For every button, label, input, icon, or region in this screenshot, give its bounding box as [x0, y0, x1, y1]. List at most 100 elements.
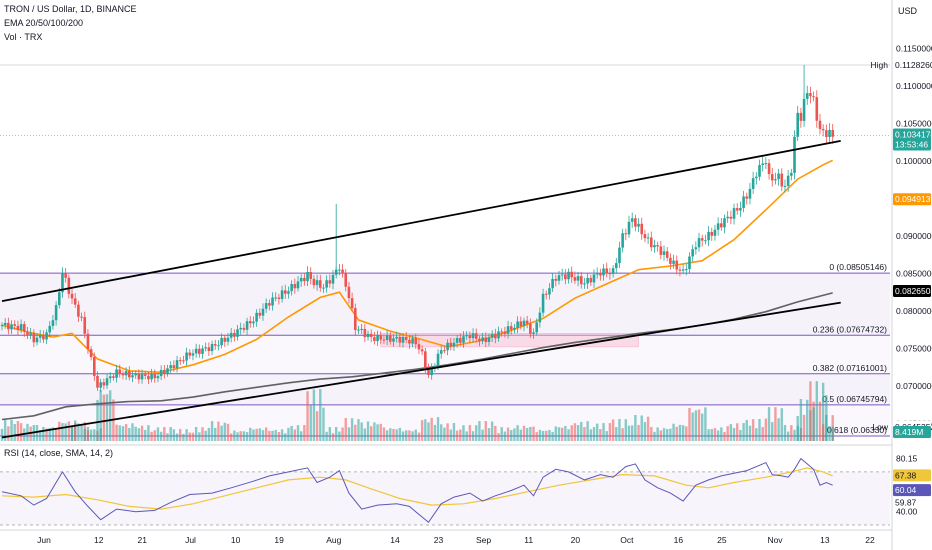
fib-level-label: 0 (0.08505146): [829, 262, 887, 272]
volume-bar: [99, 390, 102, 441]
fibonacci-retracement: 0 (0.08505146) 0.236 (0.07674732) 0.382 (0…: [0, 64, 890, 437]
candle-body: [89, 349, 93, 358]
volume-bar: [35, 425, 39, 441]
candle-body: [637, 223, 640, 227]
volume-legend[interactable]: Vol · TRX: [4, 32, 43, 42]
candle-body: [465, 335, 468, 337]
volume-bar: [169, 427, 172, 441]
fib-level-label: 0.382 (0.07161001): [813, 363, 887, 373]
volume-bar: [16, 420, 20, 441]
candle-body: [748, 188, 752, 199]
volume-bar: [780, 408, 783, 441]
volume-bar: [786, 431, 790, 441]
candle-body: [643, 234, 647, 239]
volume-bar: [309, 405, 312, 441]
volume-bar: [468, 425, 472, 441]
volume-bar: [134, 426, 137, 441]
candle-body: [271, 297, 274, 306]
candle-body: [245, 321, 249, 330]
time-axis-tick: Nov: [767, 535, 783, 545]
volume-bar: [475, 425, 478, 441]
candle-body: [525, 320, 529, 324]
volume-bar: [226, 423, 230, 441]
rsi-legend[interactable]: RSI (14, close, SMA, 14, 2): [4, 448, 114, 458]
volume-bar: [258, 428, 262, 441]
volume-bar: [287, 427, 290, 441]
price-axis-tick: 0.08500000: [896, 268, 932, 278]
volume-bar: [697, 409, 701, 441]
volume-bar: [500, 427, 503, 441]
candle-body: [611, 268, 615, 274]
candle-body: [704, 240, 707, 242]
candle-body: [831, 129, 835, 137]
volume-bar: [742, 423, 745, 441]
ema20-price-tag: 0.09491399: [893, 193, 932, 206]
candle-body: [366, 333, 370, 338]
volume-bar: [315, 411, 319, 441]
candle-body: [621, 233, 624, 248]
candle-body: [662, 251, 666, 255]
volume-bar: [427, 422, 430, 441]
volume-bar: [350, 418, 354, 441]
candle-body: [322, 287, 325, 289]
volume-bar: [503, 431, 507, 441]
volume-bar: [592, 427, 596, 441]
volume-bar: [729, 424, 733, 441]
ema100-price-tag: 0.08265043: [893, 285, 932, 298]
volume-bar: [223, 422, 226, 441]
candle-body: [45, 332, 48, 340]
candle-body: [414, 338, 418, 345]
candle-body: [134, 373, 137, 376]
volume-bar: [214, 427, 217, 441]
volume-bar: [748, 425, 752, 441]
volume-bar: [109, 390, 112, 441]
candle-body: [548, 288, 551, 295]
volume-bar: [357, 419, 360, 441]
volume-bar: [586, 421, 589, 441]
candle-body: [287, 291, 290, 294]
candle-body: [462, 336, 465, 343]
volume-bar: [774, 407, 777, 441]
candle-body: [497, 331, 500, 339]
volume-bar: [751, 419, 755, 441]
volume-bar: [115, 424, 118, 441]
volume-bar: [618, 419, 621, 441]
candle-body: [592, 274, 596, 283]
candle-body: [401, 336, 405, 343]
time-axis-tick: 11: [524, 535, 533, 545]
candle-body: [194, 348, 198, 354]
price-axis-tick: 0.08000000: [896, 306, 932, 316]
candle-body: [624, 233, 628, 235]
candle-body: [0, 325, 4, 327]
volume-bar: [691, 412, 694, 441]
candle-body: [210, 344, 214, 352]
volume-bar: [207, 427, 211, 441]
volume-bar: [497, 433, 500, 441]
rsi-pane: [0, 457, 890, 526]
candle-body: [697, 238, 701, 248]
price-axis-tick: 0.09000000: [896, 231, 932, 241]
ema-legend[interactable]: EMA 20/50/100/200: [4, 18, 84, 28]
candle-body: [357, 329, 360, 331]
candle-body: [64, 273, 67, 278]
volume-bar: [89, 429, 93, 441]
candle-body: [248, 321, 252, 324]
volume-bar: [755, 428, 758, 441]
volume-bar: [494, 425, 497, 441]
volume-bar: [118, 425, 121, 441]
high-price-tag-label: High: [871, 60, 889, 70]
candle-body: [564, 274, 567, 280]
candle-body: [239, 327, 243, 330]
candle-body: [398, 336, 402, 343]
candle-body: [688, 256, 691, 270]
candle-body: [207, 347, 211, 352]
volume-bar: [608, 423, 612, 441]
candle-body: [675, 260, 679, 270]
rsi-line: [1, 457, 833, 524]
volume-bar: [268, 430, 271, 441]
volume-bar: [137, 428, 141, 441]
candle-body: [700, 238, 704, 241]
candle-body: [745, 196, 749, 199]
volume-bar: [239, 431, 242, 441]
